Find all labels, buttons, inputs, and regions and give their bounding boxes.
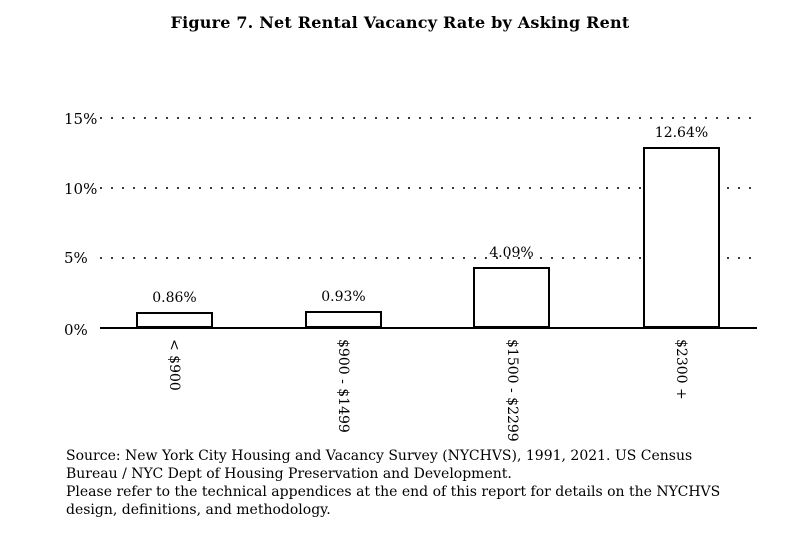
y-tick-label-10: 10%: [64, 180, 98, 198]
source-note-line: Bureau / NYC Dept of Housing Preservatio…: [66, 466, 512, 482]
y-tick-label-5: 5%: [64, 249, 88, 267]
bar-group: 0.93%: [305, 289, 382, 328]
bar-value-label: 0.86%: [152, 290, 197, 306]
bar: [136, 312, 213, 328]
source-note: Source: New York City Housing and Vacanc…: [66, 447, 756, 519]
bar-value-label: 4.09%: [489, 245, 534, 261]
bar: [473, 267, 550, 328]
bar-group: 4.09%: [473, 245, 550, 328]
x-axis-line: [100, 327, 757, 329]
bar-group: 0.86%: [136, 290, 213, 328]
source-note-line: Please refer to the technical appendices…: [66, 484, 721, 500]
gridline-15: [100, 117, 757, 119]
bar-value-label: 12.64%: [654, 125, 709, 141]
source-note-line: Source: New York City Housing and Vacanc…: [66, 448, 693, 464]
bar-group: 12.64%: [643, 125, 720, 328]
bar: [643, 147, 720, 328]
x-tick-label: < $900: [166, 339, 182, 391]
gridline-10: [100, 187, 757, 189]
source-note-line: design, definitions, and methodology.: [66, 502, 331, 518]
gridline-5: [100, 257, 757, 259]
y-tick-label-0: 0%: [64, 321, 88, 339]
x-tick-label: $900 - $1499: [335, 339, 351, 433]
x-tick-label: $2300 +: [673, 339, 689, 400]
bar: [305, 311, 382, 328]
bar-value-label: 0.93%: [321, 289, 366, 305]
y-tick-label-15: 15%: [64, 110, 98, 128]
figure-title: Figure 7. Net Rental Vacancy Rate by Ask…: [170, 13, 630, 32]
x-tick-label: $1500 - $2299: [504, 339, 520, 442]
